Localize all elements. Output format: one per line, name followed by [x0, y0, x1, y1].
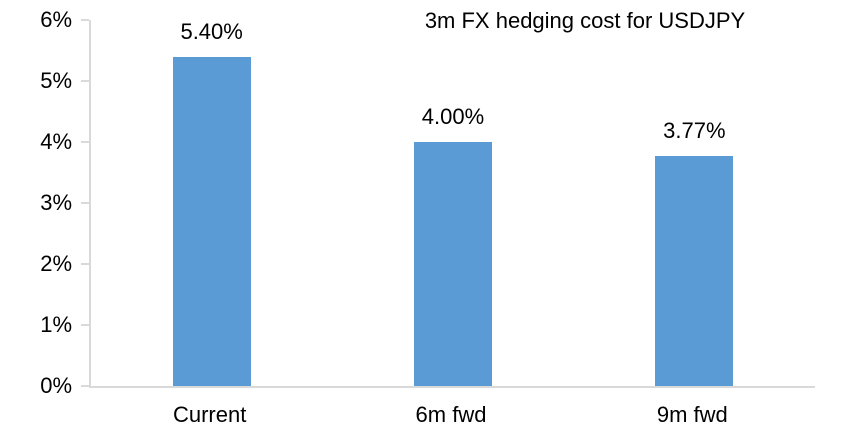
bar-value-label: 4.00%: [421, 104, 485, 129]
y-axis-tick-mark: [81, 19, 89, 21]
y-axis-tick-mark: [81, 263, 89, 265]
y-axis-tick-label: 5%: [40, 68, 72, 93]
y-axis-tick-mark: [81, 324, 89, 326]
y-axis-tick-label: 0%: [40, 373, 72, 398]
bar-current: [172, 56, 251, 386]
y-axis-tick-mark: [81, 141, 89, 143]
bar-9m-fwd: [655, 156, 734, 386]
x-axis-category-label: 6m fwd: [415, 402, 487, 427]
y-axis-tick-mark: [81, 80, 89, 82]
x-axis-category-label: 9m fwd: [656, 402, 728, 427]
y-axis-tick-mark: [81, 385, 89, 387]
y-axis: 0% 1% 2% 3% 4% 5% 6%: [0, 9, 72, 397]
y-axis-tick-label: 6%: [40, 7, 72, 32]
y-axis-tick-label: 2%: [40, 251, 72, 276]
y-axis-tick-label: 3%: [40, 190, 72, 215]
x-axis: Current 6m fwd 9m fwd: [89, 402, 813, 432]
y-axis-tick-label: 1%: [40, 312, 72, 337]
bar-value-label: 5.40%: [180, 18, 243, 44]
bar-6m-fwd: [414, 142, 492, 386]
plot-area: 5.40% 4.00% 3.77%: [81, 18, 815, 388]
chart-title: 3m FX hedging cost for USDJPY: [424, 8, 746, 33]
y-axis-tick-mark: [81, 202, 89, 204]
bar-value-label: 3.77%: [663, 118, 726, 144]
y-axis-tick-label: 4%: [40, 129, 72, 154]
x-axis-category-label: Current: [172, 402, 247, 427]
